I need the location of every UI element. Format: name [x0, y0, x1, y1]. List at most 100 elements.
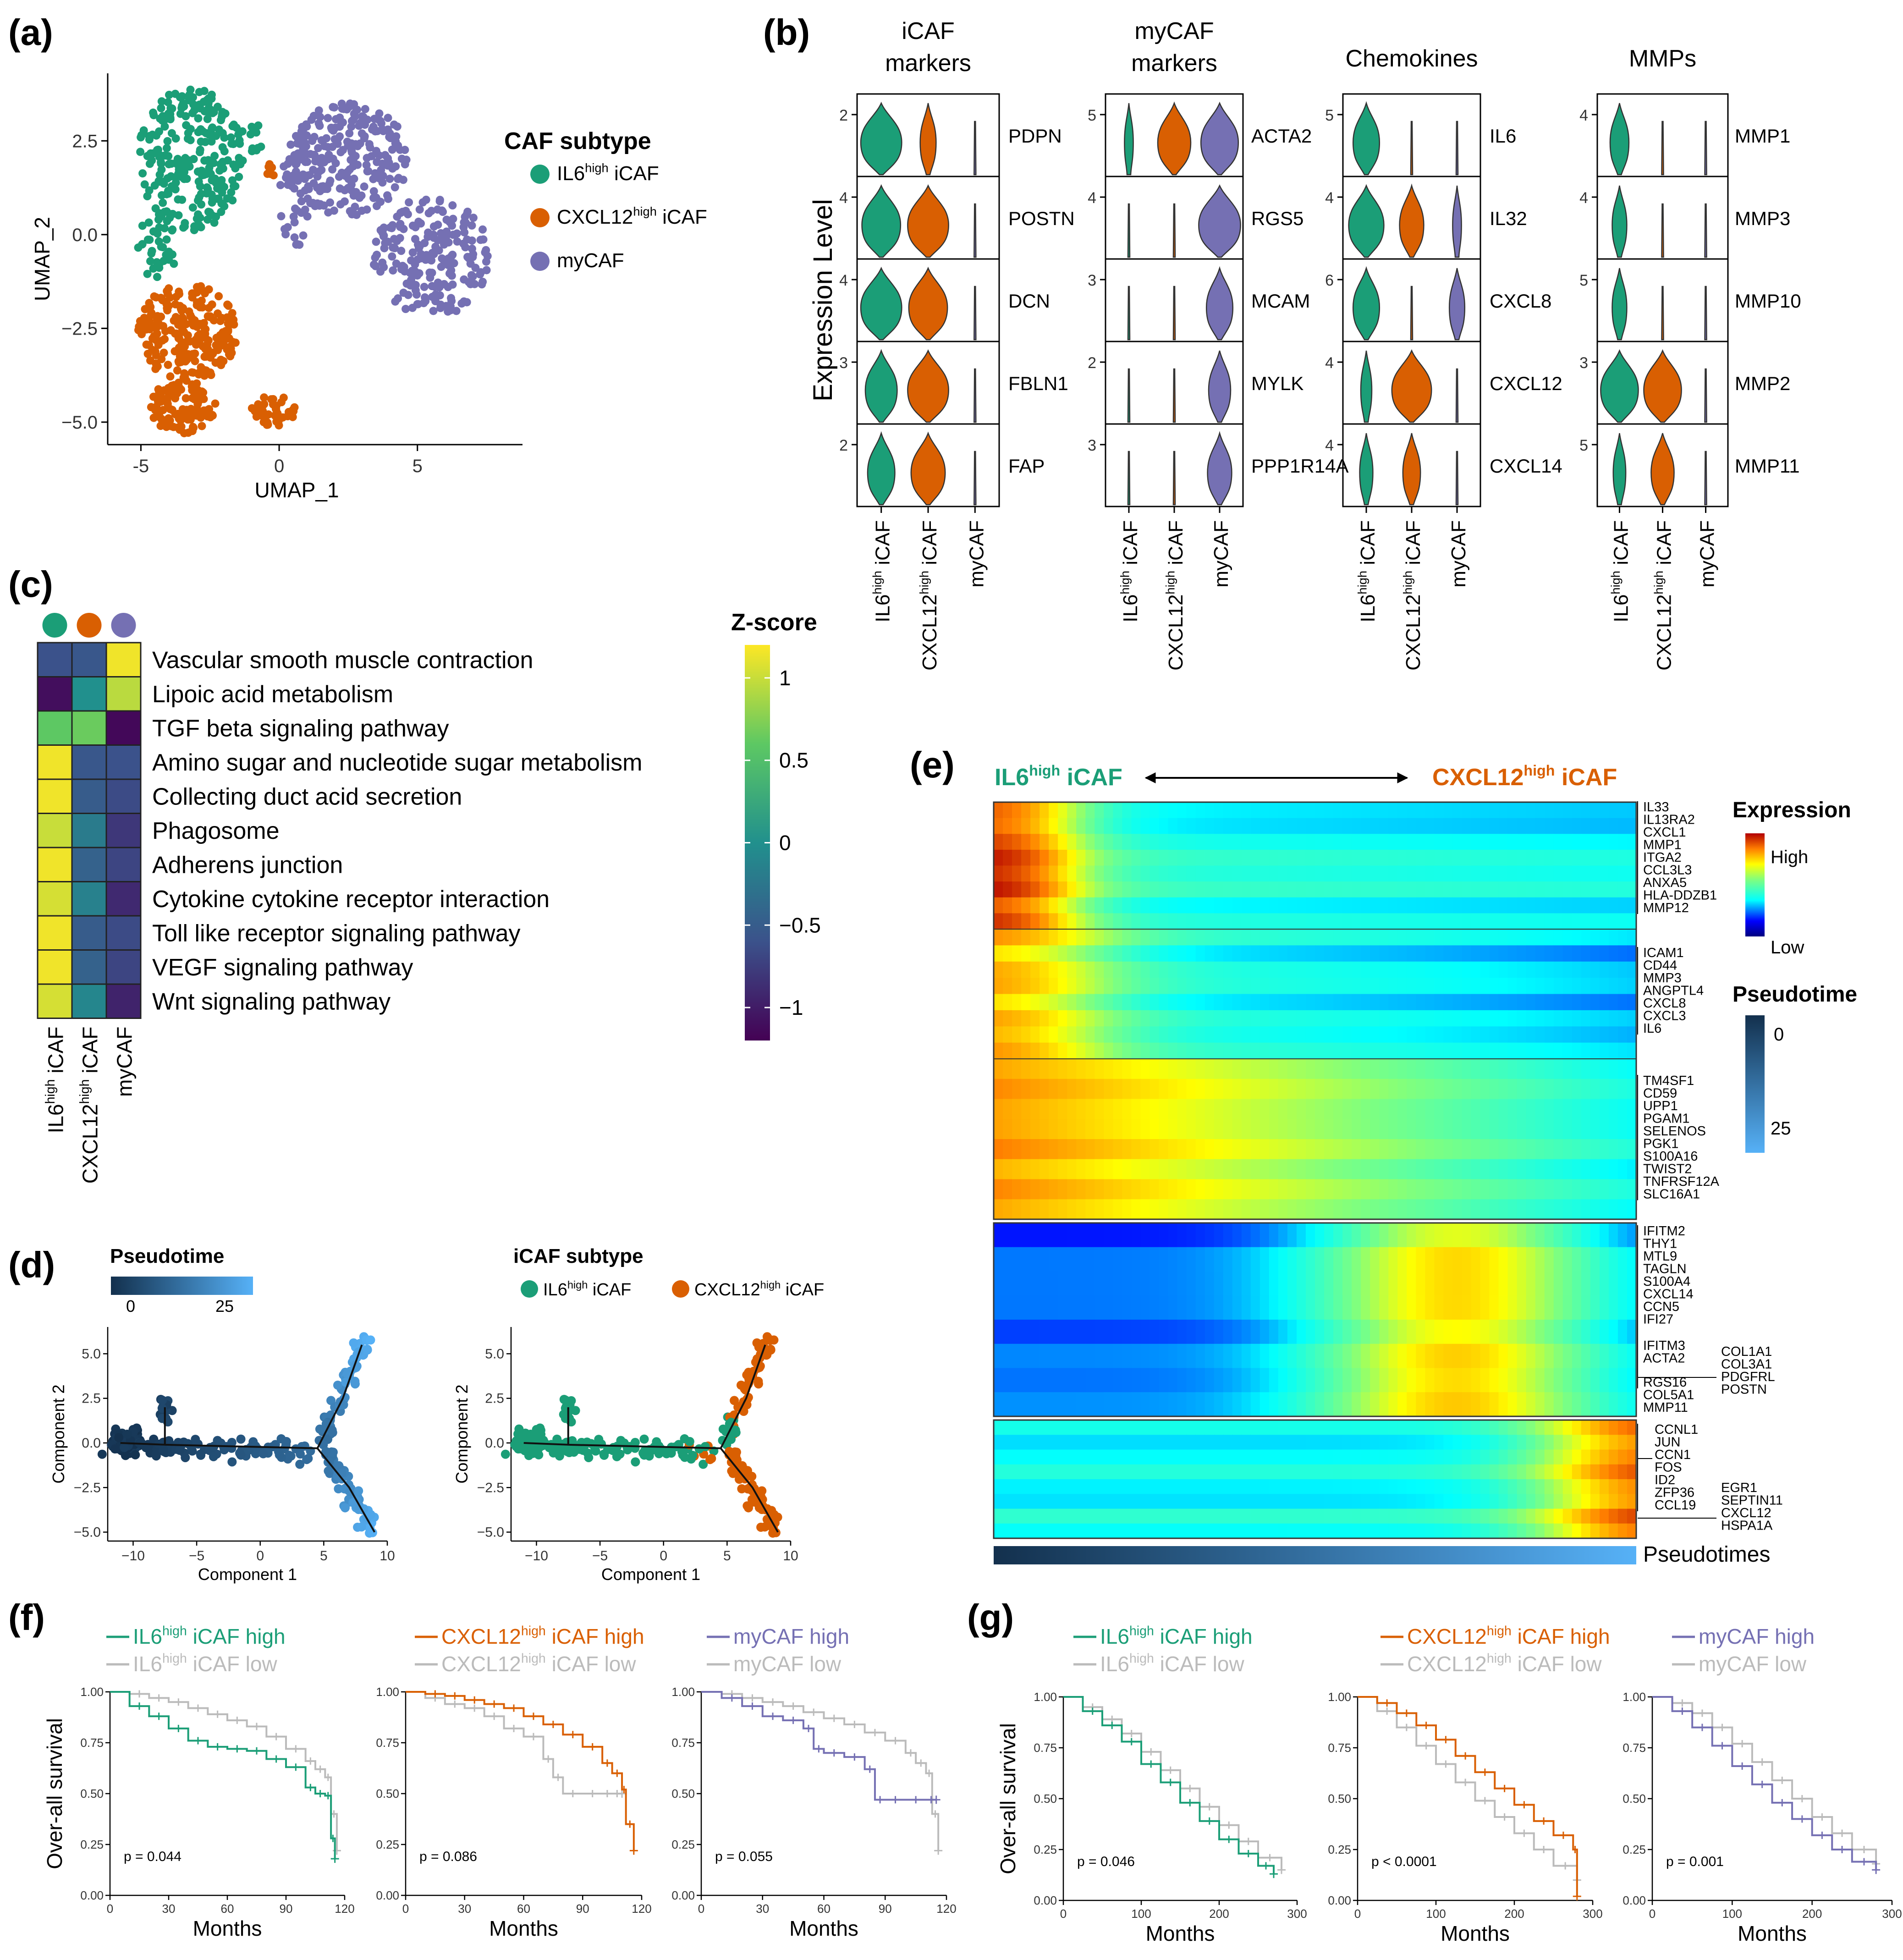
heatmap-cell [1159, 881, 1169, 898]
umap-point [182, 394, 190, 402]
heatmap-cell [1040, 1320, 1049, 1344]
umap-point [166, 390, 175, 398]
heatmap-cell [1572, 1159, 1582, 1180]
heatmap-cell [1195, 1479, 1205, 1494]
heatmap-cell [1122, 1392, 1132, 1417]
heatmap-cell [1287, 1435, 1297, 1450]
heatmap-cell [1076, 1199, 1086, 1220]
violin-shape [1643, 349, 1682, 423]
heatmap-cell [1507, 865, 1518, 882]
heatmap-cell [1361, 1343, 1370, 1369]
heatmap-cell [1407, 1449, 1416, 1465]
heatmap-cell [1352, 978, 1361, 995]
heatmap-cell [1535, 1271, 1545, 1296]
heatmap-cell [1480, 881, 1490, 898]
heatmap-cell [1287, 1099, 1297, 1119]
umap-point [150, 292, 159, 301]
heatmap-cell [1517, 1139, 1527, 1160]
trajectory-point [584, 1453, 594, 1462]
heatmap-cell [1599, 1464, 1609, 1480]
violin-shape [1661, 203, 1664, 258]
heatmap-cell [1021, 1479, 1031, 1494]
heatmap-cell [1140, 1420, 1150, 1435]
heatmap-cell [1040, 1420, 1049, 1435]
umap-point [175, 349, 184, 358]
heatmap-cell [1342, 929, 1352, 946]
umap-point [415, 205, 424, 214]
heatmap-cell [1581, 1368, 1591, 1393]
umap-point [187, 405, 195, 413]
trajectory-point [151, 1451, 161, 1461]
umap-point [209, 159, 218, 167]
heatmap-cell [1094, 802, 1104, 819]
umap-point [213, 309, 222, 318]
heatmap-cell [1260, 849, 1270, 866]
heatmap-cell [1030, 849, 1040, 866]
x-axis-title: Component 1 [601, 1565, 700, 1584]
heatmap-cell [1526, 1368, 1536, 1393]
heatmap-cell [1608, 897, 1618, 914]
heatmap-cell [1434, 961, 1444, 978]
heatmap-cell [1278, 929, 1288, 946]
heatmap-cell [1407, 1464, 1416, 1480]
umap-point [301, 205, 309, 214]
heatmap-cell [1342, 1295, 1352, 1320]
heatmap-cell [1067, 929, 1077, 946]
heatmap-cell [1572, 865, 1582, 882]
heatmap-cell [1296, 1271, 1306, 1296]
heatmap-cell [1195, 1343, 1205, 1369]
heatmap-cell [1608, 1010, 1618, 1027]
heatmap-cell [1388, 1320, 1398, 1344]
heatmap-cell [1517, 1464, 1527, 1480]
trajectory-point [158, 1395, 167, 1405]
heatmap-cell [1342, 1179, 1352, 1200]
heatmap-cell [1443, 1449, 1453, 1465]
heatmap-cell [1140, 1223, 1150, 1248]
umap-point [153, 315, 161, 324]
heatmap-cell [1425, 1247, 1435, 1272]
heatmap-cell [1407, 961, 1416, 978]
heatmap-cell [1269, 1119, 1279, 1140]
heatmap-cell [1526, 1199, 1536, 1220]
heatmap-cell [1553, 1159, 1563, 1180]
heatmap-cell [1030, 929, 1040, 946]
heatmap-cell [1305, 1509, 1315, 1524]
y-tick-label: 2.5 [485, 1391, 504, 1406]
heatmap-cell [1186, 1343, 1196, 1369]
heatmap-cell [1434, 1139, 1444, 1160]
heatmap-cell [1085, 1523, 1095, 1539]
heatmap-cell [1462, 1042, 1472, 1059]
umap-point [165, 160, 173, 169]
heatmap-cell [1315, 1479, 1325, 1494]
heatmap-cell [1214, 1464, 1224, 1480]
violin-shape [1172, 203, 1176, 258]
umap-point [402, 305, 410, 314]
heatmap-cell [71, 710, 107, 746]
heatmap-cell [1204, 1010, 1215, 1027]
heatmap-cell [1471, 1435, 1481, 1450]
heatmap-cell [1452, 1179, 1463, 1200]
heatmap-cell [71, 642, 107, 677]
heatmap-cell [1040, 929, 1049, 946]
violin-shape [974, 451, 977, 506]
heatmap-cell [1113, 802, 1122, 819]
umap-point [460, 297, 468, 306]
heatmap-cell [1452, 818, 1463, 834]
heatmap-cell [1324, 865, 1334, 882]
heatmap-cell [1058, 1059, 1067, 1079]
heatmap-cell [1581, 802, 1591, 819]
heatmap-cell [1370, 802, 1380, 819]
heatmap-cell [1067, 1368, 1077, 1393]
heatmap-cell [1195, 1295, 1205, 1320]
x-tick-label: CXCL12high iCAF [917, 520, 941, 671]
heatmap-cell [1278, 1320, 1288, 1344]
heatmap-cell [1407, 897, 1416, 914]
heatmap-cell [1094, 1159, 1104, 1180]
heatmap-cell [1177, 818, 1187, 834]
heatmap-cell [1471, 1320, 1481, 1344]
umap-point [193, 411, 202, 420]
heatmap-cell [1526, 929, 1536, 946]
heatmap-cell [1058, 1464, 1067, 1480]
heatmap-cell [1067, 1464, 1077, 1480]
heatmap-cell [1553, 1343, 1563, 1369]
